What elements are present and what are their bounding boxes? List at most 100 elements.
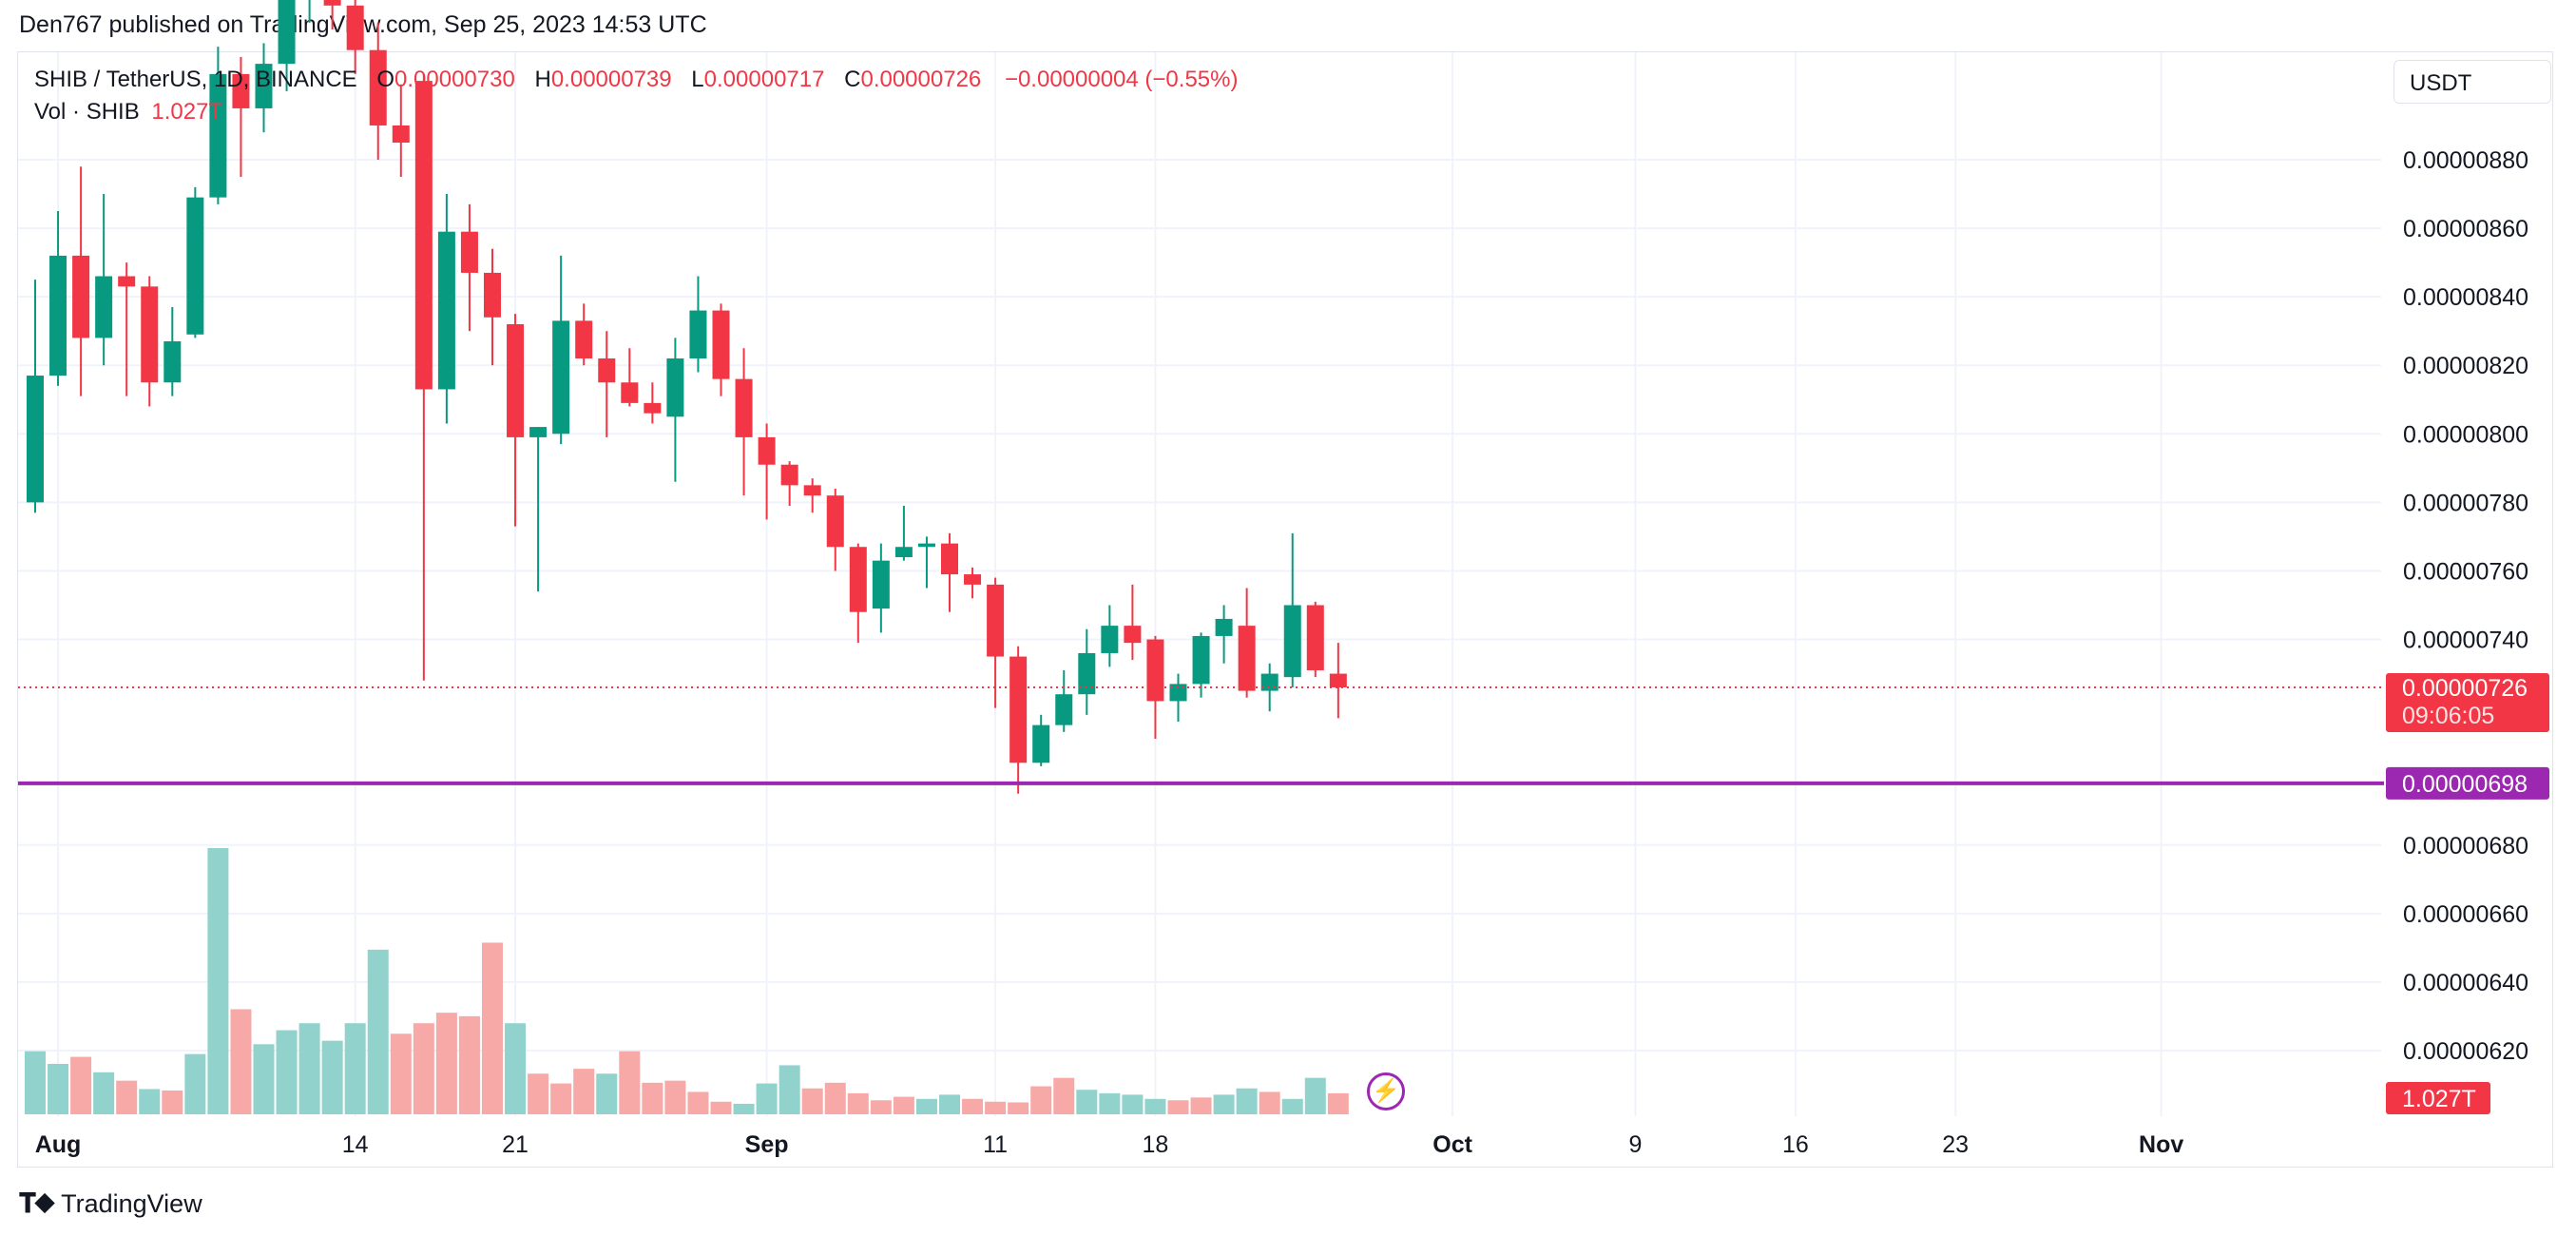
last-price-tag-value: 0.00000726 xyxy=(2402,675,2528,702)
x-axis: Aug 14 21 Sep 11 18 Oct 9 16 23 Nov xyxy=(35,1131,2184,1158)
volume-bar xyxy=(642,1082,663,1114)
candle-body xyxy=(1078,652,1096,695)
candle-body xyxy=(72,255,90,338)
volume-bar xyxy=(276,1030,298,1114)
x-tick-label: 18 xyxy=(1143,1131,1169,1158)
candle xyxy=(575,303,593,366)
volume-bar xyxy=(413,1023,434,1114)
candle xyxy=(735,348,753,496)
candle xyxy=(507,314,525,527)
y-tick-label: 0.00000740 xyxy=(2403,628,2528,654)
legend-close-label: C xyxy=(844,67,861,92)
volume-bar xyxy=(458,1015,480,1114)
brand-name: TradingView xyxy=(61,1189,202,1218)
candle-body xyxy=(575,320,593,359)
volume-bar xyxy=(1327,1092,1349,1114)
volume-tag-value: 1.027T xyxy=(2402,1086,2476,1112)
candle xyxy=(941,532,958,612)
legend-high-value: 0.00000739 xyxy=(550,67,672,92)
candle-body xyxy=(1032,724,1050,763)
candle xyxy=(118,262,136,396)
y-tick-label: 0.00000620 xyxy=(2403,1038,2528,1065)
candle-body xyxy=(95,276,113,338)
x-tick-label: Sep xyxy=(745,1131,789,1158)
candle-body xyxy=(1260,673,1278,691)
candle-body xyxy=(507,323,525,437)
candle-body xyxy=(1124,626,1142,644)
volume-bar xyxy=(1281,1098,1303,1114)
candle-body xyxy=(1146,639,1164,702)
candle-body xyxy=(849,547,867,612)
volume-bar xyxy=(116,1080,138,1114)
candle-body xyxy=(27,376,44,503)
last-price-countdown: 09:06:05 xyxy=(2402,703,2494,729)
volume-bar xyxy=(1053,1077,1075,1114)
candle xyxy=(1124,584,1142,661)
volume-bar xyxy=(367,949,389,1114)
legend-change: −0.00000004 (−0.55%) xyxy=(1004,67,1239,92)
volume-bar xyxy=(962,1098,984,1114)
volume-bar xyxy=(550,1083,572,1114)
y-tick-label: 0.00000800 xyxy=(2403,421,2528,448)
legend-volume-label: Vol · SHIB xyxy=(34,99,140,125)
y-tick-label: 0.00000660 xyxy=(2403,901,2528,928)
horizontal-line-tag-value: 0.00000698 xyxy=(2402,771,2528,798)
candle-body xyxy=(392,125,410,143)
volume-bar xyxy=(1076,1090,1098,1114)
candle xyxy=(894,505,913,561)
candle-body xyxy=(894,547,913,558)
candle-body xyxy=(232,73,250,108)
currency-selector[interactable]: USDT xyxy=(2393,60,2551,104)
candle-body xyxy=(552,320,570,435)
candle xyxy=(163,306,182,396)
volume-bar xyxy=(893,1096,914,1114)
volume-bar xyxy=(230,1009,252,1114)
candle xyxy=(758,423,776,520)
candle xyxy=(308,0,311,23)
candle xyxy=(712,303,730,396)
lightning-icon[interactable]: ⚡ xyxy=(1367,1072,1405,1110)
x-tick-label: Nov xyxy=(2139,1131,2183,1158)
candle xyxy=(414,73,433,681)
candle xyxy=(1101,605,1119,667)
candle-body xyxy=(163,341,182,383)
volume-bar xyxy=(435,1013,457,1114)
volume-bar xyxy=(1213,1094,1235,1114)
legend-close-value: 0.00000726 xyxy=(860,67,982,92)
volume-bar xyxy=(93,1072,115,1114)
volume-bar xyxy=(596,1073,618,1114)
candle xyxy=(987,577,1005,708)
candle xyxy=(392,84,410,178)
candle xyxy=(346,0,364,74)
volume-bar xyxy=(184,1053,206,1114)
volume-bar xyxy=(390,1033,412,1114)
volume-bar xyxy=(779,1065,800,1114)
volume-bar xyxy=(939,1094,960,1114)
volume-bar xyxy=(1236,1088,1258,1114)
candle-body xyxy=(1329,673,1347,687)
candle xyxy=(666,338,684,482)
chart-grid xyxy=(18,52,2381,1116)
legend-ohlc: SHIB / TetherUS, 1D, BINANCE O0.00000730… xyxy=(34,67,1243,93)
candle-body xyxy=(803,485,821,496)
volume-bars xyxy=(25,848,1349,1114)
y-tick-label: 0.00000860 xyxy=(2403,216,2528,242)
horizontal-line-tag xyxy=(2386,766,2549,800)
volume-bar xyxy=(915,1098,937,1114)
candles xyxy=(27,0,1347,794)
candle xyxy=(529,427,548,592)
last-price-tag xyxy=(2386,672,2549,732)
candle-body xyxy=(255,64,273,108)
candle-body xyxy=(964,574,982,585)
volume-bar xyxy=(664,1080,686,1114)
candle xyxy=(278,0,296,91)
volume-bar xyxy=(619,1051,641,1114)
candle-body xyxy=(278,0,296,65)
y-tick-label: 0.00000820 xyxy=(2403,353,2528,379)
volume-tag xyxy=(2386,1082,2490,1114)
candle-body xyxy=(186,197,204,335)
x-tick-label: 16 xyxy=(1782,1131,1809,1158)
candle xyxy=(1215,605,1233,664)
